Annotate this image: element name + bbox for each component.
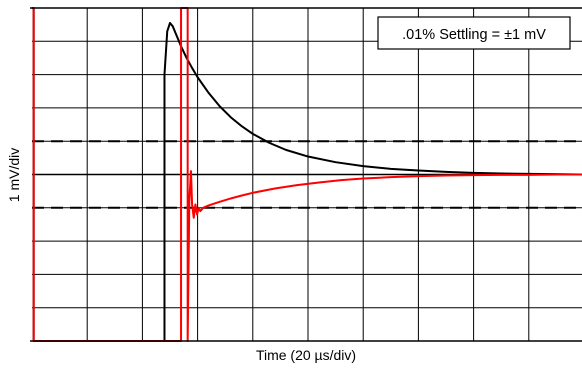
annotation-box [377,16,571,50]
series-line-red [32,7,582,342]
x-axis-label: Time (20 µs/div) [256,347,356,363]
settling-annotation: .01% Settling = ±1 mV [377,16,571,50]
series-line-black [32,7,582,342]
traces [32,7,582,342]
settling-band-lines [32,140,582,209]
annotation-text: .01% Settling = ±1 mV [402,27,546,43]
plot-frame [30,7,582,342]
y-axis-label: 1 mV/div [6,148,22,202]
